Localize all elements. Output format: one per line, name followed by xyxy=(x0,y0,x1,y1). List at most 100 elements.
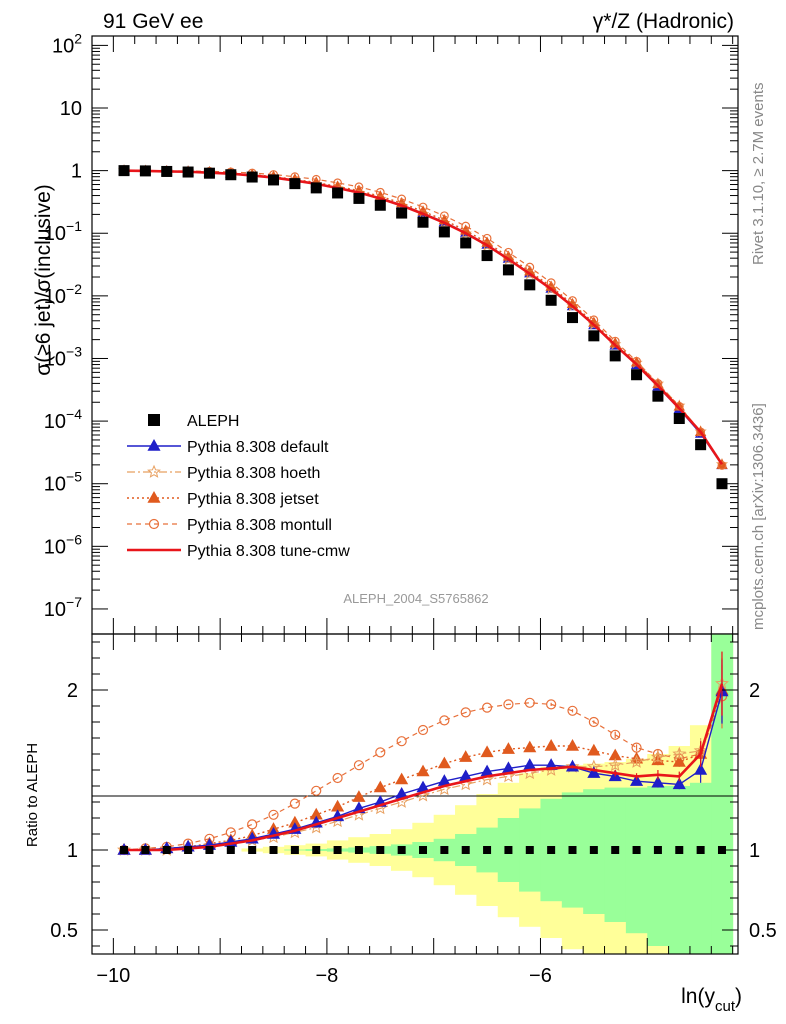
ratio-aleph-point xyxy=(632,846,641,854)
legend-marker xyxy=(147,490,161,503)
aleph-data-point xyxy=(246,171,258,183)
ratio-aleph-point xyxy=(248,846,257,854)
ratio-y-tick-label-right: 0.5 xyxy=(749,920,777,942)
main-series-3-point xyxy=(354,182,364,192)
ratio-y-tick-label-left: 1 xyxy=(67,840,78,862)
aleph-data-point xyxy=(502,264,514,276)
ratio-series-2-point xyxy=(373,780,387,793)
main-y-tick-label: 10−1 xyxy=(44,218,82,245)
ratio-series-0-point xyxy=(651,775,665,788)
aleph-data-point xyxy=(673,413,685,425)
ratio-series-1-point xyxy=(650,749,665,764)
ratio-series-2-point xyxy=(672,754,686,767)
main-y-tick-label: 10−3 xyxy=(44,343,82,370)
green-band-bin xyxy=(668,786,691,954)
ratio-series-0-point xyxy=(523,758,537,770)
ratio-aleph-point xyxy=(376,846,385,854)
main-y-tick-label: 10−6 xyxy=(44,531,82,558)
legend-marker xyxy=(148,518,160,530)
ratio-series-2-point xyxy=(480,745,494,758)
ratio-frame xyxy=(91,633,739,955)
legend-label: Pythia 8.308 default xyxy=(187,439,329,456)
ratio-series-0-point xyxy=(672,777,686,790)
ratio-series-3-point xyxy=(460,707,471,718)
aleph-data-point xyxy=(374,199,386,211)
ratio-aleph-point xyxy=(290,846,299,854)
x-tick-label: −10 xyxy=(96,965,130,987)
aleph-data-point xyxy=(545,294,557,306)
ratio-series-2-point xyxy=(523,740,537,753)
main-y-tick-label: 10 xyxy=(60,98,82,120)
ratio-aleph-point xyxy=(483,846,492,854)
ratio-series-line-3 xyxy=(123,696,723,851)
main-series-3-point xyxy=(418,202,428,212)
aleph-data-point xyxy=(310,182,322,194)
ratio-aleph-point xyxy=(162,846,171,854)
aleph-data-point xyxy=(332,187,344,199)
ratio-aleph-point xyxy=(589,846,598,854)
ratio-series-3-point xyxy=(375,747,386,758)
legend-marker-aleph xyxy=(148,414,160,426)
aleph-data-point xyxy=(524,279,536,291)
main-series-3-point xyxy=(397,194,407,204)
green-band-bin xyxy=(711,634,734,954)
main-series-layer xyxy=(117,164,729,490)
green-band-bin xyxy=(647,786,670,946)
ratio-series-0-point xyxy=(694,762,708,775)
ratio-uncertainty-bands xyxy=(241,634,734,954)
aleph-data-point xyxy=(460,237,472,249)
aleph-data-point xyxy=(182,166,194,178)
aleph-data-point xyxy=(588,330,600,342)
ratio-series-layer xyxy=(117,651,729,856)
aleph-data-point xyxy=(631,369,643,381)
ratio-series-3-point xyxy=(567,705,578,716)
ratio-series-1-point xyxy=(629,754,644,768)
ratio-series-3-point xyxy=(268,809,279,820)
main-y-axis: 102 10 1 10−1 10−2 10−3 10−4 10−5 10−6 10−7 xyxy=(44,30,738,621)
main-series-line-3 xyxy=(124,170,723,466)
ratio-series-1-point xyxy=(672,746,687,760)
ratio-y-tick-label-left: 0.5 xyxy=(50,920,78,942)
ratio-series-3-point xyxy=(546,699,557,710)
ratio-series-2-point xyxy=(544,738,558,751)
aleph-data-point xyxy=(652,390,664,402)
ratio-series-3-point xyxy=(311,785,322,796)
aleph-data-point xyxy=(268,174,280,186)
main-series-3-point xyxy=(504,247,513,257)
ratio-series-0-point xyxy=(587,766,601,778)
ratio-aleph-point xyxy=(547,846,556,854)
ratio-y-axis: 0.5 0.5 1 1 2 2 xyxy=(50,641,777,947)
ratio-aleph-point xyxy=(440,846,449,854)
aleph-data-point xyxy=(139,165,151,177)
side-label-top: Rivet 3.1.10, ≥ 2.7M events xyxy=(750,83,767,266)
ratio-aleph-point xyxy=(184,846,193,854)
ratio-aleph-point xyxy=(568,846,577,854)
main-series-3-point xyxy=(439,211,449,221)
main-y-label: σ(≥6 jet)/σ(inclusive) xyxy=(32,184,55,375)
legend-label: Pythia 8.308 montull xyxy=(187,517,332,534)
ratio-series-3-point xyxy=(524,697,535,708)
ratio-series-3-point xyxy=(481,702,493,713)
legend-label: Pythia 8.308 tune-cmw xyxy=(187,543,350,560)
x-axis-label: ln(ycut) xyxy=(681,985,742,1015)
ratio-aleph-point xyxy=(653,846,662,854)
ratio-series-3-point xyxy=(396,736,407,747)
ratio-series-2-point xyxy=(459,750,473,762)
ratio-aleph-point xyxy=(354,846,363,854)
ratio-series-2-point xyxy=(437,756,451,769)
aleph-data-point xyxy=(203,167,215,179)
ratio-aleph-point xyxy=(141,846,150,854)
aleph-data-point xyxy=(161,165,173,177)
aleph-data-point xyxy=(225,169,237,181)
aleph-data-point xyxy=(289,178,301,190)
ratio-series-3-point xyxy=(417,724,429,736)
aleph-data-point xyxy=(438,226,450,238)
main-panel: 102 10 1 10−1 10−2 10−3 10−4 10−5 10−6 10−7 xyxy=(44,30,739,635)
ratio-series-2-point xyxy=(416,764,430,777)
ratio-aleph-point xyxy=(333,846,342,854)
ratio-aleph-point xyxy=(120,846,129,854)
legend-marker xyxy=(147,464,161,478)
ratio-series-2-point xyxy=(395,772,409,785)
main-series-3-point xyxy=(482,233,492,243)
main-y-tick-label: 10−4 xyxy=(44,406,82,433)
